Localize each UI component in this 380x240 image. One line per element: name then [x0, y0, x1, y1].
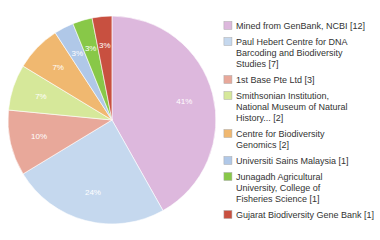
legend-item: Universiti Sains Malaysia [1]	[224, 156, 349, 166]
data-label: 3%	[72, 49, 84, 58]
chart-container: Mined from GenBank, NCBI [12] Paul Hebert…	[0, 0, 380, 240]
pie-slice	[23, 120, 163, 224]
legend-swatch	[224, 130, 232, 138]
legend-swatch	[224, 211, 232, 219]
data-labels: 41%24%10%7%7%3%3%3%	[31, 41, 192, 197]
legend-label: Mined from GenBank, NCBI [12]	[236, 21, 365, 31]
legend-label: Junagadh AgriculturalUniversity, College…	[236, 172, 323, 204]
legend-swatch	[224, 76, 232, 84]
legend-label: 1st Base Pte Ltd [3]	[236, 75, 315, 85]
legend-swatch	[224, 22, 232, 30]
data-label: 7%	[52, 63, 64, 72]
pie-slice	[8, 110, 112, 174]
legend-label: Centre for BiodiversityGenomics [2]	[236, 129, 325, 150]
data-label: 7%	[35, 92, 47, 101]
legend-item: Mined from GenBank, NCBI [12]	[224, 21, 365, 31]
legend-item: 1st Base Pte Ltd [3]	[224, 75, 315, 85]
legend-item: Gujarat Biodiversity Gene Bank [1]	[224, 210, 374, 220]
pie	[8, 16, 216, 224]
data-label: 3%	[85, 44, 97, 53]
legend-item: Smithsonian Institution,National Museum …	[224, 91, 348, 123]
pie-slice	[92, 16, 112, 120]
legend-swatch	[224, 92, 232, 100]
data-label: 41%	[176, 97, 192, 106]
legend-item: Junagadh AgriculturalUniversity, College…	[224, 172, 323, 204]
chart-svg: Mined from GenBank, NCBI [12] Paul Hebert…	[0, 0, 380, 240]
legend-swatch	[224, 38, 232, 46]
legend-swatch	[224, 157, 232, 165]
legend-label: Universiti Sains Malaysia [1]	[236, 156, 349, 166]
data-label: 24%	[85, 188, 101, 197]
legend-label: Gujarat Biodiversity Gene Bank [1]	[236, 210, 374, 220]
legend-label: Smithsonian Institution,National Museum …	[236, 91, 348, 123]
legend-label: Paul Hebert Centre for DNABarcoding and …	[236, 37, 348, 69]
legend-item: Paul Hebert Centre for DNABarcoding and …	[224, 37, 348, 69]
data-label: 10%	[31, 132, 47, 141]
legend-swatch	[224, 173, 232, 181]
data-label: 3%	[99, 41, 111, 50]
legend-item: Centre for BiodiversityGenomics [2]	[224, 129, 325, 150]
legend: Mined from GenBank, NCBI [12] Paul Hebert…	[224, 21, 374, 220]
